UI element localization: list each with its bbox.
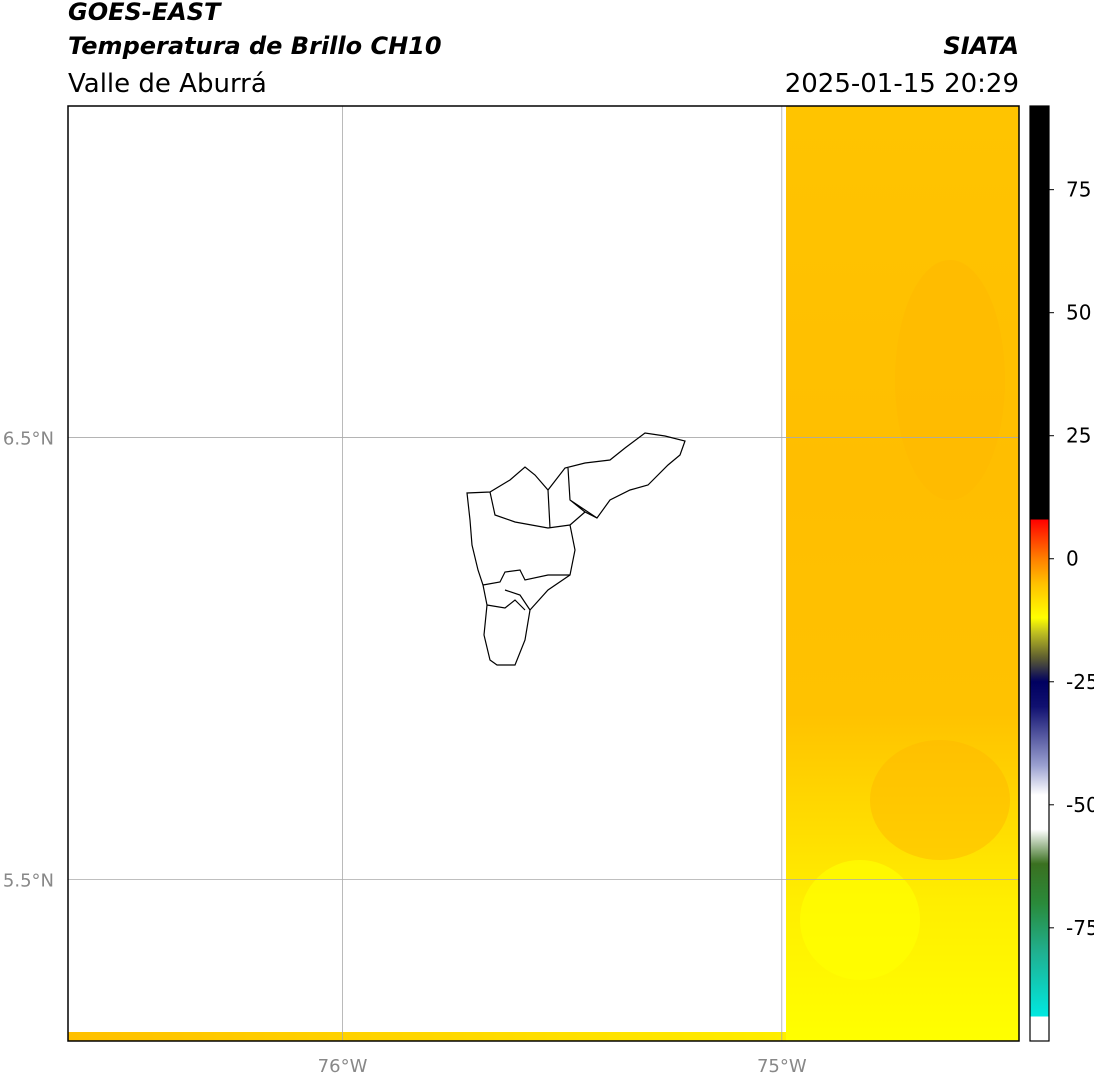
region-outline xyxy=(466,432,686,666)
colorbar: 75 50 25 0 -25 -50 -75 xyxy=(1029,105,1094,1042)
y-tick-label: 5.5°N xyxy=(3,871,54,892)
colorbar-tick-label: 25 xyxy=(1066,424,1091,448)
x-tick-label: 76°W xyxy=(318,1056,368,1077)
boundary xyxy=(482,467,598,611)
x-tick-label: 75°W xyxy=(757,1056,807,1077)
map-area xyxy=(68,106,1019,1041)
subtitle: Temperatura de Brillo CH10 xyxy=(68,32,442,60)
timestamp: 2025-01-15 20:29 xyxy=(785,69,1019,99)
imagery-texture xyxy=(870,740,1010,860)
imagery-texture xyxy=(800,860,920,980)
colorbar-tick-label: 75 xyxy=(1066,178,1091,202)
colorbar-fill xyxy=(1029,105,1050,1042)
colorbar-tick-label: -50 xyxy=(1066,793,1094,817)
colorbar-tick-label: -25 xyxy=(1066,670,1094,694)
colorbar-tick-label: -75 xyxy=(1066,916,1094,940)
colorbar-tick-label: 50 xyxy=(1066,301,1091,325)
grid-layer xyxy=(68,106,1019,1041)
y-tick-label: 6.5°N xyxy=(3,429,54,450)
imagery-texture xyxy=(895,260,1005,500)
title: GOES-EAST xyxy=(68,0,222,26)
source: SIATA xyxy=(943,32,1019,60)
map-frame xyxy=(67,105,1020,1042)
boundary xyxy=(466,432,686,666)
satellite-imagery xyxy=(68,1032,786,1041)
region: Valle de Aburrá xyxy=(68,69,267,99)
colorbar-tick-label: 0 xyxy=(1066,547,1079,571)
